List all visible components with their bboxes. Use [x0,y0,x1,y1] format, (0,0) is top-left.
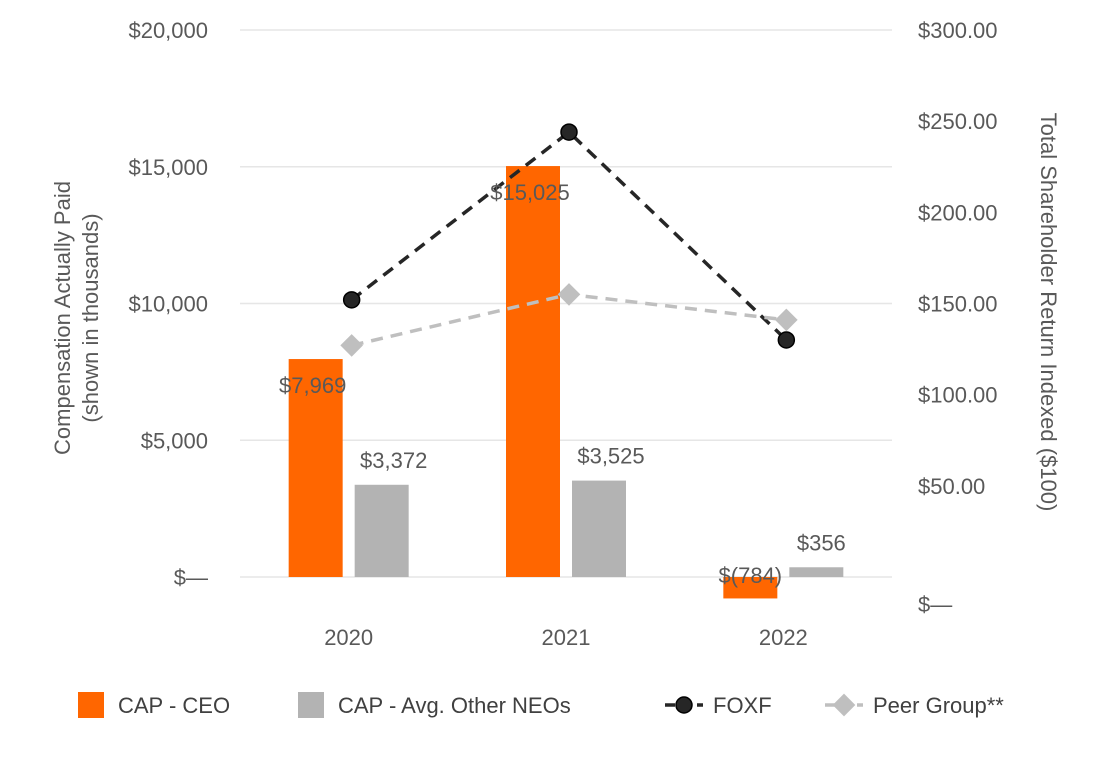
y-right-tick-label: $300.00 [918,18,998,43]
point-foxf-2021 [560,123,578,141]
legend-label-peer-group-: Peer Group** [873,693,1004,718]
line-foxf [350,129,788,342]
x-category-label: 2020 [324,625,373,650]
lines [340,123,798,357]
x-category-label: 2022 [759,625,808,650]
bar-cap-avg-other-neos-2022 [789,567,844,577]
bar-cap-avg-other-neos-2020 [354,484,409,577]
data-label: $3,525 [577,444,644,469]
y-left-tick-label: $10,000 [128,292,208,317]
y-right-tick-label: $100.00 [918,383,998,408]
y-left-axis-title: Compensation Actually Paid (shown in thou… [50,181,103,455]
y-right-tick-label: $250.00 [918,109,998,134]
bar-cap-ceo-2020 [288,359,343,577]
legend-swatch-cap-ceo [78,692,104,718]
point-peer-group-2022 [775,308,798,332]
y-right-tick-label: $150.00 [918,292,998,317]
legend: CAP - CEO CAP - Avg. Other NEOs FOXF Peer G… [78,692,1004,718]
y-left-tick-label: $15,000 [128,155,208,180]
bars [288,166,844,599]
data-label: $3,372 [360,448,427,473]
data-label: $(784) [719,563,783,588]
y-left-tick-label: $— [174,565,208,590]
bar-cap-ceo-2022 [723,577,778,599]
y-left-tick-label: $20,000 [128,18,208,43]
data-labels: $7,969 $15,025 $(784) $3,372 $3,525 $356 [279,180,846,588]
legend-marker-foxf [675,696,693,714]
point-foxf-2020 [342,291,361,309]
y-left-axis-title-line2: (shown in thousands) [78,213,103,422]
point-foxf-2022 [777,331,796,349]
data-label: $15,025 [490,180,570,205]
data-label: $7,969 [279,373,346,398]
data-label: $356 [797,530,846,555]
x-category-label: 2021 [542,625,591,650]
legend-label-cap-avg-other-neos: CAP - Avg. Other NEOs [338,693,571,718]
bar-cap-avg-other-neos-2021 [572,480,626,577]
y-right-tick-label: $— [918,592,952,617]
point-peer-group-2020 [340,334,363,357]
y-right-tick-label: $50.00 [918,474,985,499]
legend-marker-peer-group- [832,693,856,717]
y-left-tick-label: $5,000 [141,428,208,453]
y-right-axis-title: Total Shareholder Return Indexed ($100) [1036,113,1061,512]
point-peer-group-2021 [557,283,581,306]
legend-label-cap-ceo: CAP - CEO [118,693,230,718]
axes: $— $5,000 $10,000 $15,000 $20,000 $— $50.00 $10… [50,18,1061,650]
y-left-axis-title-line1: Compensation Actually Paid [50,181,75,455]
y-right-tick-label: $200.00 [918,200,998,225]
legend-swatch-cap-avg-other-neos [298,692,324,718]
bar-cap-ceo-2021 [506,166,560,577]
legend-label-foxf: FOXF [713,693,772,718]
